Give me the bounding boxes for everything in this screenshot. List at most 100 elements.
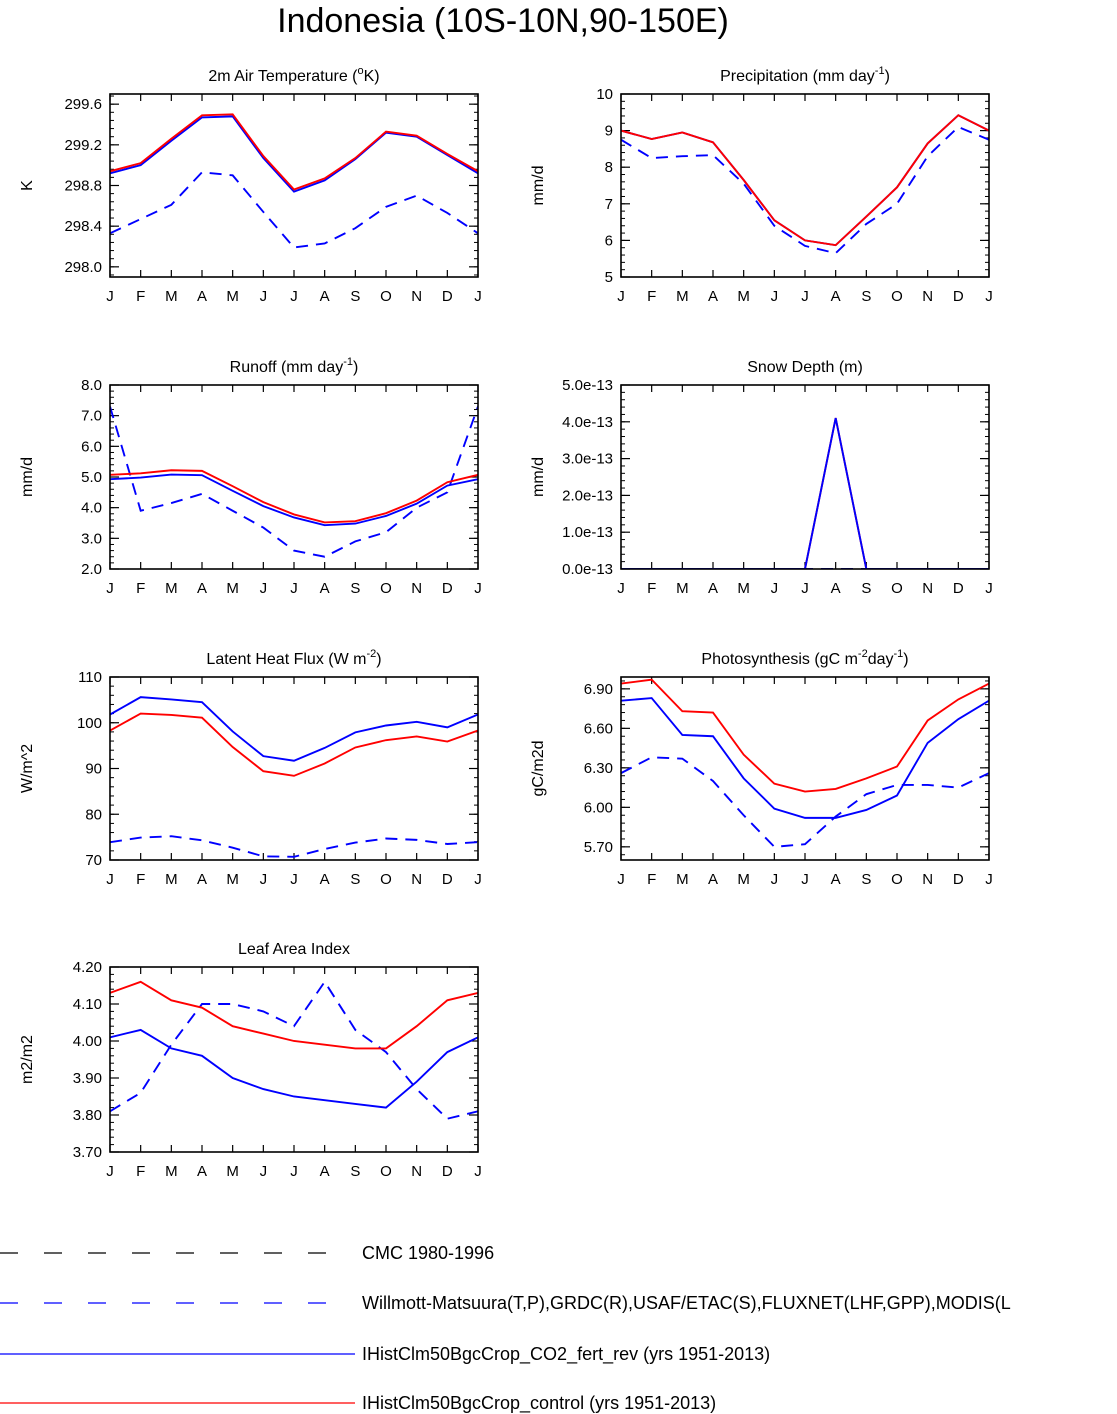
panel-2: Precipitation (mm day-1) mm/d J F M A M J J A S O N D… — [530, 65, 993, 305]
y-tick-label: 299.2 — [64, 137, 102, 154]
x-tick-label: J — [801, 580, 809, 597]
y-tick-label: 4.00 — [73, 1033, 102, 1050]
panel-5: Latent Heat Flux (W m-2) W/m^2 J F M A M J J A S O N… — [19, 648, 482, 888]
x-tick-label: J — [106, 580, 114, 597]
x-tick-label: M — [165, 288, 178, 305]
y-tick-label: 3.90 — [73, 1070, 102, 1087]
y-tick-label: 5.0 — [81, 469, 102, 486]
x-tick-label: M — [676, 288, 689, 305]
plot-frame — [620, 676, 990, 861]
x-tick-label: F — [136, 288, 145, 305]
y-axis-label: gC/m2d — [530, 740, 547, 796]
x-tick-label: J — [290, 1163, 298, 1180]
x-tick-label: J — [985, 288, 993, 305]
x-tick-label: J — [290, 871, 298, 888]
x-tick-label: O — [891, 580, 903, 597]
plot-frame — [109, 384, 479, 570]
x-tick-label: N — [411, 288, 422, 305]
y-axis-label: W/m^2 — [19, 744, 36, 793]
x-tick-label: O — [891, 288, 903, 305]
x-tick-label: O — [380, 580, 392, 597]
series-line-2 — [621, 417, 989, 569]
panel-1: 2m Air Temperature (oK)KJ F M A M J J A S O N D J298… — [19, 65, 482, 305]
y-tick-label: 7.0 — [81, 408, 102, 425]
y-tick-label: 2.0 — [81, 561, 102, 578]
x-tick-label: N — [411, 1163, 422, 1180]
x-tick-label: D — [953, 288, 964, 305]
y-tick-label: 6 — [605, 232, 613, 249]
x-tick-label: J — [474, 871, 482, 888]
legend-label-3: IHistClm50BgcCrop_CO2_fert_rev (yrs 1951… — [362, 1344, 770, 1365]
panel-title: Precipitation (mm day-1) — [720, 65, 890, 85]
x-tick-label: F — [647, 288, 656, 305]
series-line-2 — [110, 696, 478, 762]
series-line-2 — [621, 114, 989, 247]
panel-title: Photosynthesis (gC m-2day-1) — [701, 648, 908, 668]
x-tick-label: F — [647, 871, 656, 888]
x-tick-label: M — [737, 580, 750, 597]
x-tick-label: M — [676, 580, 689, 597]
plot-frame — [620, 93, 990, 278]
y-tick-label: 8.0 — [81, 377, 102, 394]
plot-frame — [109, 966, 479, 1153]
y-axis-label: mm/d — [530, 166, 547, 206]
x-tick-label: O — [380, 288, 392, 305]
x-tick-label: M — [165, 871, 178, 888]
series-line-3 — [621, 114, 989, 247]
x-tick-label: M — [165, 1163, 178, 1180]
series-line-2 — [110, 115, 478, 193]
series-line-3 — [621, 417, 989, 569]
x-tick-label: O — [891, 871, 903, 888]
series-line-2 — [110, 473, 478, 527]
legend-label-4: IHistClm50BgcCrop_control (yrs 1951-2013… — [362, 1393, 716, 1414]
x-tick-label: S — [350, 580, 360, 597]
y-tick-label: 6.30 — [584, 760, 613, 777]
series-line-3 — [110, 712, 478, 777]
x-tick-label: M — [226, 580, 239, 597]
legend: CMC 1980-1996 Willmott-Matsuura(T,P),GRDC… — [0, 1243, 1011, 1414]
x-tick-label: S — [861, 580, 871, 597]
y-tick-label: 5.70 — [584, 839, 613, 856]
x-tick-label: M — [737, 871, 750, 888]
plot-frame — [620, 384, 990, 570]
x-tick-label: N — [922, 871, 933, 888]
x-tick-label: J — [106, 288, 114, 305]
x-tick-label: A — [320, 580, 330, 597]
series-line-3 — [621, 678, 989, 793]
y-axis-label: mm/d — [530, 457, 547, 497]
x-tick-label: N — [411, 580, 422, 597]
x-tick-label: S — [350, 1163, 360, 1180]
x-tick-label: F — [136, 1163, 145, 1180]
y-tick-label: 1.0e-13 — [562, 524, 613, 541]
panel-title: Leaf Area Index — [238, 941, 350, 958]
y-tick-label: 298.8 — [64, 178, 102, 195]
y-tick-label: 6.00 — [584, 799, 613, 816]
y-tick-label: 9 — [605, 123, 613, 140]
x-tick-label: J — [290, 288, 298, 305]
x-tick-label: J — [617, 871, 625, 888]
y-tick-label: 6.60 — [584, 720, 613, 737]
y-tick-label: 6.0 — [81, 438, 102, 455]
x-tick-label: D — [953, 871, 964, 888]
x-tick-label: A — [831, 580, 841, 597]
x-tick-label: J — [771, 580, 779, 597]
y-tick-label: 80 — [85, 806, 102, 823]
y-tick-label: 3.80 — [73, 1107, 102, 1124]
x-tick-label: F — [647, 580, 656, 597]
series-line-1 — [110, 980, 478, 1120]
x-tick-label: A — [708, 580, 718, 597]
x-tick-label: S — [861, 871, 871, 888]
x-tick-label: J — [260, 580, 268, 597]
x-tick-label: M — [737, 288, 750, 305]
x-tick-label: J — [771, 288, 779, 305]
x-tick-label: J — [801, 871, 809, 888]
x-tick-label: J — [106, 871, 114, 888]
x-tick-label: A — [708, 871, 718, 888]
legend-label-2: Willmott-Matsuura(T,P),GRDC(R),USAF/ETAC… — [362, 1293, 1011, 1313]
y-tick-label: 5 — [605, 269, 613, 286]
y-tick-label: 4.10 — [73, 996, 102, 1013]
y-tick-label: 10 — [596, 86, 613, 103]
x-tick-label: J — [474, 288, 482, 305]
x-tick-label: A — [831, 288, 841, 305]
